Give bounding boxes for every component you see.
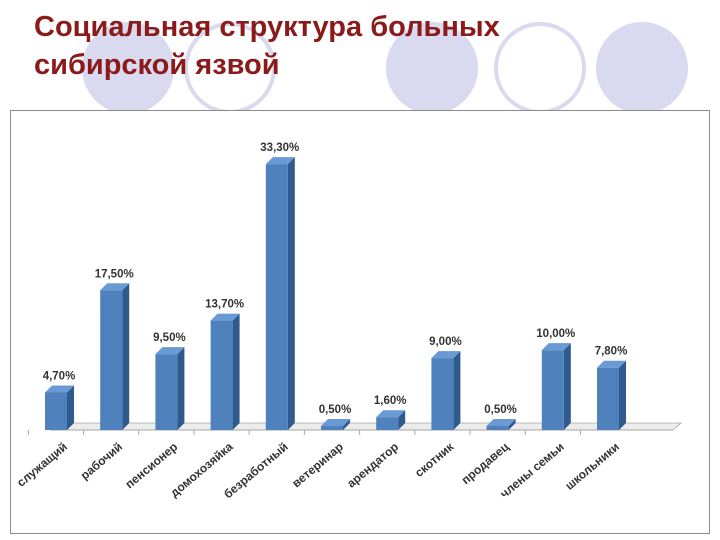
bar [597, 360, 626, 430]
bar [431, 351, 461, 430]
decor-circle-filled [596, 22, 688, 114]
bar [155, 347, 185, 430]
decor-circle-filled [386, 22, 478, 114]
bar-top [210, 313, 240, 321]
bar-side [287, 157, 295, 431]
bar-front [376, 417, 399, 430]
category-label: продавец [459, 439, 512, 487]
bar-front [597, 367, 619, 430]
bar-front [100, 290, 123, 430]
bar-side [122, 283, 130, 430]
bar-top [431, 351, 461, 359]
bar-top [486, 419, 516, 427]
bar-side [232, 313, 240, 430]
chart-frame: 4,70% служащий 17,50% рабочий 9,50% пенсионер… [10, 110, 710, 534]
bar-front [541, 350, 564, 430]
category-label: пенсионер [122, 440, 180, 492]
bar-front [321, 426, 343, 430]
category-label: школьники [562, 440, 621, 493]
bar-top [100, 283, 130, 291]
bar [321, 419, 350, 430]
data-label: 33,30% [260, 142, 299, 154]
bar-side [619, 360, 626, 430]
data-label: 9,00% [429, 336, 462, 348]
category-label: арендатор [344, 440, 401, 491]
data-label: 10,00% [536, 328, 575, 340]
bar [45, 385, 74, 430]
bar-front [155, 354, 178, 430]
bar-top [376, 410, 406, 418]
slide-title: Социальная структура больных сибирской я… [34, 8, 500, 84]
decor-circle-outline [494, 22, 586, 114]
bar-side [508, 419, 516, 430]
bar [486, 419, 516, 430]
data-label: 0,50% [319, 404, 352, 416]
category-label: скотник [412, 439, 457, 480]
bar-side [343, 419, 350, 430]
bar-side [398, 410, 406, 430]
bar-top [541, 343, 571, 351]
bar-top [265, 157, 295, 165]
bar-front [45, 392, 67, 430]
slide-title-line-1: Социальная структура больных [34, 11, 500, 43]
bar-top [597, 360, 626, 368]
bar-front [431, 358, 454, 430]
data-label: 1,60% [374, 395, 407, 407]
data-label: 7,80% [595, 346, 628, 358]
bar-top [321, 419, 350, 427]
bar [100, 283, 130, 430]
data-label: 0,50% [484, 404, 517, 416]
bar-chart: 4,70% служащий 17,50% рабочий 9,50% пенсионер… [14, 142, 683, 501]
data-label: 17,50% [95, 268, 134, 280]
slide-title-line-2: сибирской язвой [34, 49, 280, 81]
bar-side [563, 343, 571, 430]
data-label: 4,70% [43, 370, 76, 382]
category-label: рабочий [78, 440, 125, 483]
bar-top [45, 385, 74, 393]
bar [376, 410, 406, 430]
bar-front [265, 164, 288, 431]
bar-side [67, 385, 74, 430]
bar-front [210, 320, 233, 430]
bar [541, 343, 571, 430]
bar-side [453, 351, 461, 430]
data-label: 13,70% [205, 299, 244, 311]
bar [210, 313, 240, 430]
bar [265, 157, 295, 431]
decor-circle-filled [82, 22, 174, 114]
category-label: служащий [14, 440, 70, 490]
bar-top [155, 347, 185, 355]
bar-front [486, 426, 509, 430]
chart-floor [49, 422, 683, 431]
category-label: ветеринар [289, 440, 346, 491]
data-label: 9,50% [153, 332, 186, 344]
bar-side [177, 347, 185, 430]
